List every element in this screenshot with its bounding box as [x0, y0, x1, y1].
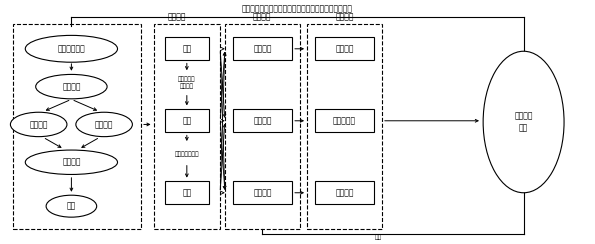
- FancyBboxPatch shape: [233, 109, 292, 132]
- FancyBboxPatch shape: [164, 109, 209, 132]
- Text: 语义网络: 语义网络: [335, 188, 354, 197]
- Text: 架构设计: 架构设计: [62, 82, 81, 91]
- FancyBboxPatch shape: [315, 181, 374, 204]
- Ellipse shape: [11, 112, 67, 137]
- Text: 代码: 代码: [67, 202, 76, 211]
- Text: 数据图谱: 数据图谱: [253, 44, 272, 53]
- Text: 需求描述分析: 需求描述分析: [58, 44, 85, 53]
- Text: 基于: 基于: [374, 235, 381, 240]
- FancyBboxPatch shape: [164, 181, 209, 204]
- Ellipse shape: [76, 112, 132, 137]
- Ellipse shape: [25, 150, 117, 174]
- Text: 概率统计及分类: 概率统计及分类: [174, 151, 199, 156]
- Ellipse shape: [25, 35, 117, 62]
- Text: 概念映射及
关系推理: 概念映射及 关系推理: [178, 77, 196, 89]
- Text: 关系数据库: 关系数据库: [333, 116, 356, 125]
- FancyBboxPatch shape: [233, 181, 292, 204]
- Ellipse shape: [483, 51, 564, 193]
- Text: 表达形式: 表达形式: [336, 13, 355, 21]
- Ellipse shape: [46, 195, 96, 217]
- FancyBboxPatch shape: [315, 109, 374, 132]
- Text: 信息: 信息: [182, 116, 192, 125]
- FancyBboxPatch shape: [164, 37, 209, 60]
- Text: 信息图谱: 信息图谱: [253, 116, 272, 125]
- Text: 语义负载: 语义负载: [168, 13, 187, 21]
- Text: 图谱层次: 图谱层次: [252, 13, 271, 21]
- Text: 软件开发
活动: 软件开发 活动: [514, 112, 533, 132]
- Text: 行为设计: 行为设计: [95, 120, 114, 129]
- Text: 结构设计: 结构设计: [29, 120, 48, 129]
- Text: 数据: 数据: [182, 44, 192, 53]
- Ellipse shape: [36, 74, 107, 99]
- FancyBboxPatch shape: [315, 37, 374, 60]
- Text: 降低人力、时间、资源等成本，最大化利益相关者利益: 降低人力、时间、资源等成本，最大化利益相关者利益: [242, 5, 353, 14]
- Text: 知识: 知识: [182, 188, 192, 197]
- Text: 模型抽象: 模型抽象: [62, 158, 81, 167]
- FancyBboxPatch shape: [233, 37, 292, 60]
- Text: 知识图谱: 知识图谱: [253, 188, 272, 197]
- Text: 数据结构: 数据结构: [335, 44, 354, 53]
